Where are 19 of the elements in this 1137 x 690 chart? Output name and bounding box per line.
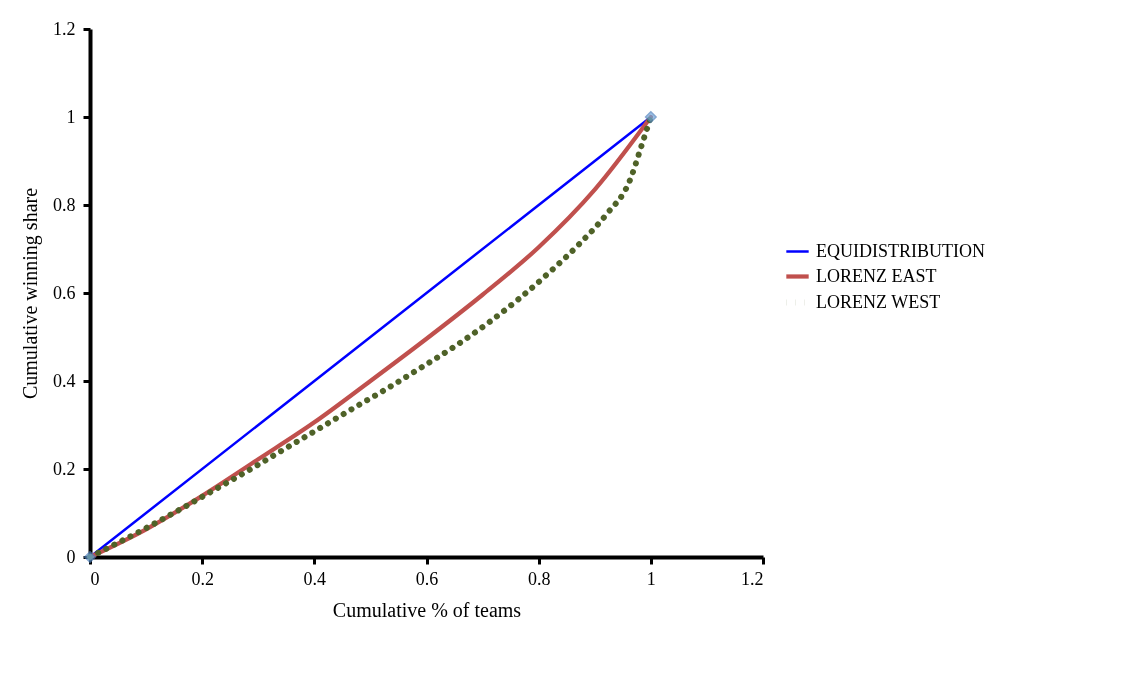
x-axis-title: Cumulative % of teams: [332, 598, 522, 621]
y-tick-label: 0.6: [53, 282, 76, 303]
x-tick-label: 0.6: [415, 568, 439, 589]
y-tick-label: 1.2: [53, 18, 76, 39]
x-tick-label: 0.8: [527, 568, 551, 589]
legend-label: LORENZ EAST: [816, 265, 937, 286]
y-tick-label: 0.4: [53, 370, 76, 391]
y-tick-label: 1: [66, 106, 76, 127]
x-tick-label: 0.2: [191, 568, 214, 589]
x-tick-label: 1.2: [741, 568, 764, 589]
y-tick-label: 0.8: [53, 194, 76, 215]
x-tick-label: 1: [646, 568, 656, 589]
y-tick-label: 0.2: [53, 458, 76, 479]
x-tick-label: 0: [90, 568, 100, 589]
x-tick-label: 0.4: [303, 568, 327, 589]
legend-label: EQUIDISTRIBUTION: [816, 240, 985, 261]
y-tick-label: 0: [66, 546, 76, 567]
y-axis-title: Cumulative winning share: [19, 187, 42, 400]
legend-label: LORENZ WEST: [816, 291, 941, 312]
